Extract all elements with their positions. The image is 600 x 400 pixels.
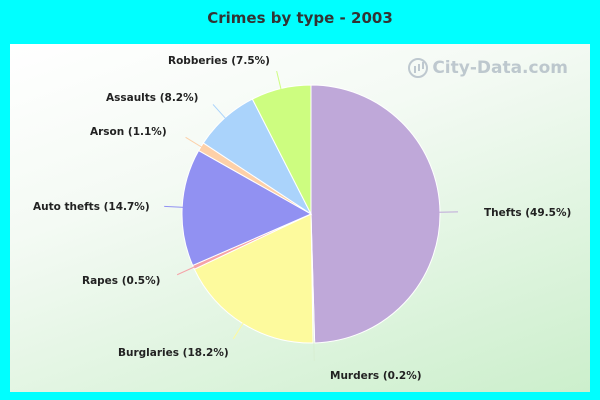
watermark: City-Data.com [408, 58, 568, 78]
slice-label: Arson (1.1%) [90, 126, 167, 138]
leader-line [185, 136, 203, 149]
watermark-text: City-Data.com [432, 58, 568, 78]
slice-label: Burglaries (18.2%) [118, 347, 229, 359]
leader-line [276, 70, 282, 91]
leader-line [212, 104, 227, 120]
plot-area: City-Data.com Thefts (49.5%) Murders (0.2… [10, 44, 590, 392]
leader-line [232, 321, 245, 340]
leader-line [164, 205, 185, 208]
slice-label: Assaults (8.2%) [106, 92, 198, 104]
chart-title: Crimes by type - 2003 [207, 9, 393, 27]
pie-slice [310, 84, 441, 344]
slice-label: Auto thefts (14.7%) [33, 201, 150, 213]
slice-label: Robberies (7.5%) [168, 55, 270, 67]
leader-line [176, 266, 196, 276]
city-data-logo-icon [408, 58, 429, 78]
slice-label: Rapes (0.5%) [82, 275, 160, 287]
slice-label: Murders (0.2%) [330, 370, 422, 382]
slice-label: Thefts (49.5%) [484, 207, 571, 219]
pie-chart: Thefts (49.5%) Murders (0.2%) Burglaries (… [33, 55, 571, 382]
